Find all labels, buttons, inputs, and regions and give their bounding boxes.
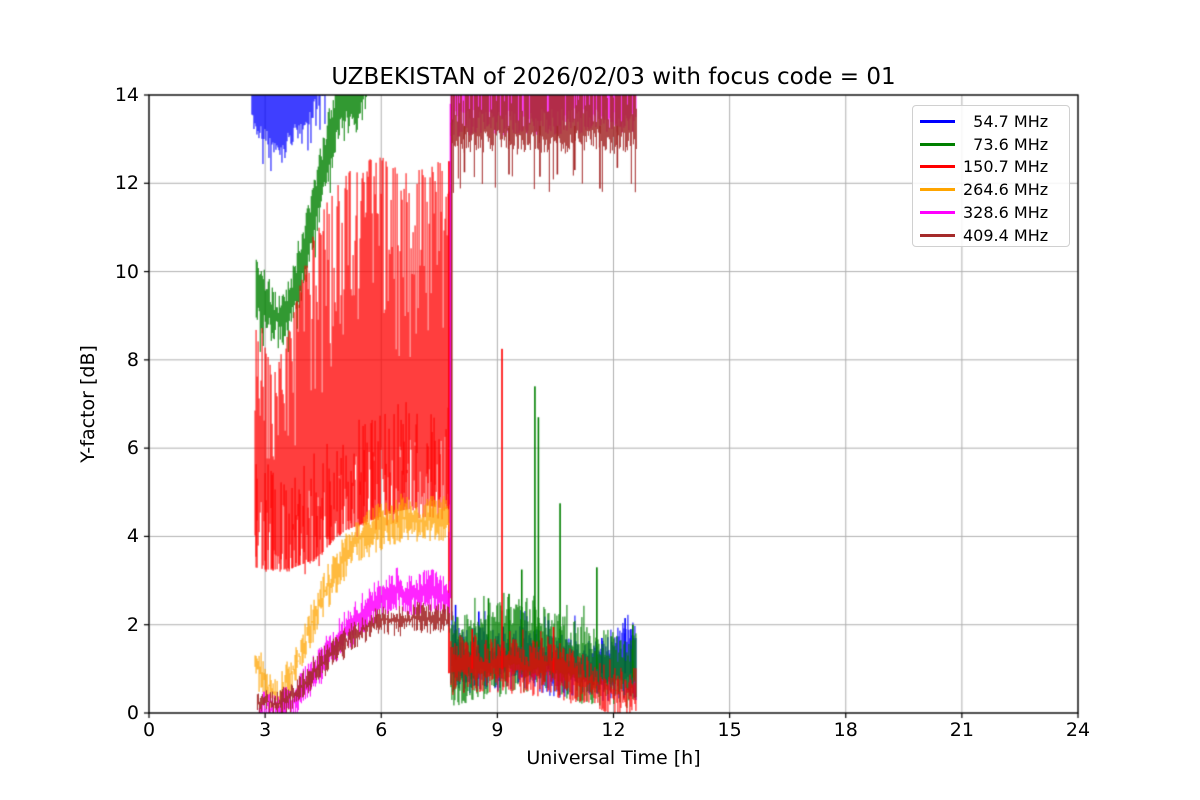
- legend-entry-73.6MHz: 73.6 MHz: [913, 133, 1069, 156]
- legend-line-red: [920, 165, 955, 169]
- legend-line-orange: [920, 188, 955, 192]
- y-tick-label-0: 0: [126, 702, 139, 724]
- x-tick-label-18: 18: [833, 719, 858, 741]
- legend-label: 73.6 MHz: [963, 134, 1049, 154]
- y-tick-label-10: 10: [114, 260, 139, 283]
- legend-label: 409.4 MHz: [963, 225, 1049, 245]
- legend-label: 264.6 MHz: [963, 180, 1049, 200]
- x-tick-label-15: 15: [717, 719, 742, 741]
- y-tick-label-2: 2: [126, 613, 139, 636]
- legend-entry-150.7MHz: 150.7 MHz: [913, 156, 1069, 179]
- legend-entry-328.6MHz: 328.6 MHz: [913, 201, 1069, 224]
- legend-line-magenta: [920, 211, 955, 215]
- x-tick-label-0: 0: [142, 719, 156, 741]
- y-tick-label-14: 14: [114, 84, 139, 106]
- x-tick-label-12: 12: [601, 719, 626, 741]
- x-tick-label-3: 3: [259, 719, 272, 741]
- legend-entry-409.4MHz: 409.4 MHz: [913, 224, 1069, 247]
- y-tick-label-4: 4: [126, 525, 139, 548]
- x-tick-label-6: 6: [375, 719, 388, 741]
- legend-line-green: [920, 142, 955, 146]
- legend-entry-264.6MHz: 264.6 MHz: [913, 178, 1069, 201]
- x-tick-label-24: 24: [1065, 719, 1091, 741]
- legend-line-blue: [920, 119, 955, 123]
- chart-title: UZBEKISTAN of 2026/02/03 with focus code…: [331, 64, 896, 90]
- x-tick-label-21: 21: [949, 719, 974, 741]
- y-tick-label-6: 6: [126, 437, 139, 460]
- legend-entry-54.7MHz: 54.7 MHz: [913, 110, 1069, 133]
- x-tick-label-9: 9: [491, 719, 504, 741]
- legend: 54.7 MHz 73.6 MHz 150.7 MHz 264.6 MHz 32…: [912, 105, 1070, 247]
- legend-line-brown: [920, 233, 955, 237]
- y-tick-label-12: 12: [114, 172, 139, 195]
- legend-label: 328.6 MHz: [963, 203, 1049, 223]
- legend-label: 54.7 MHz: [963, 111, 1049, 131]
- x-axis-label: Universal Time [h]: [526, 747, 701, 769]
- y-tick-label-8: 8: [126, 348, 139, 371]
- legend-label: 150.7 MHz: [963, 157, 1049, 177]
